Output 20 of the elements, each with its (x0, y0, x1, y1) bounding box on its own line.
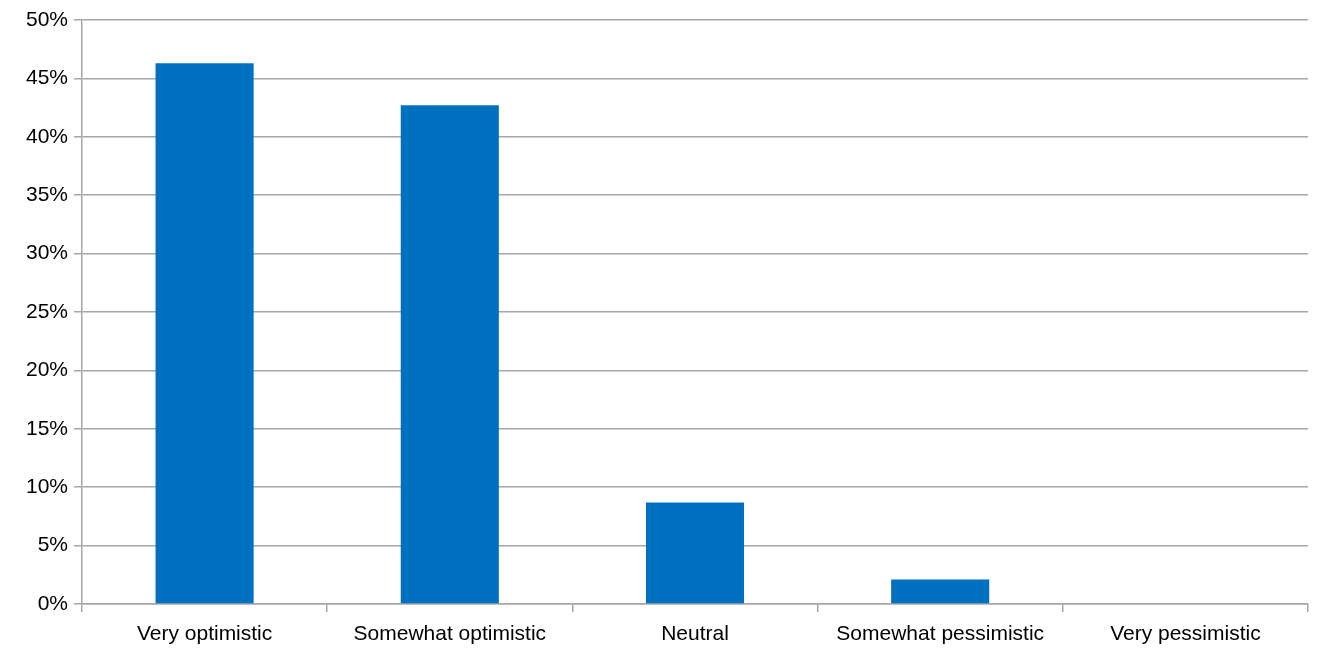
y-tick-label: 25% (25, 298, 68, 322)
y-tick-label: 15% (25, 415, 68, 439)
x-tick-label: Somewhat optimistic (353, 621, 547, 645)
x-tick-label: Neutral (661, 621, 729, 645)
x-tick-label: Very pessimistic (1110, 621, 1261, 645)
y-tick-label: 5% (37, 532, 68, 556)
bar (400, 105, 499, 604)
y-tick-label: 35% (25, 182, 68, 205)
bar (155, 63, 254, 604)
x-tick-label: Very optimistic (136, 621, 273, 645)
bar (645, 502, 745, 604)
y-tick-label: 0% (37, 590, 68, 614)
y-tick-label: 10% (25, 474, 68, 497)
y-tick-label: 45% (25, 65, 68, 89)
y-tick-label: 20% (25, 357, 68, 381)
y-tick-label: 30% (25, 240, 68, 264)
x-tick-label: Somewhat pessimistic (836, 621, 1045, 645)
y-tick-label: 50% (25, 6, 68, 30)
bar (891, 579, 990, 604)
y-tick-label: 40% (25, 123, 68, 147)
